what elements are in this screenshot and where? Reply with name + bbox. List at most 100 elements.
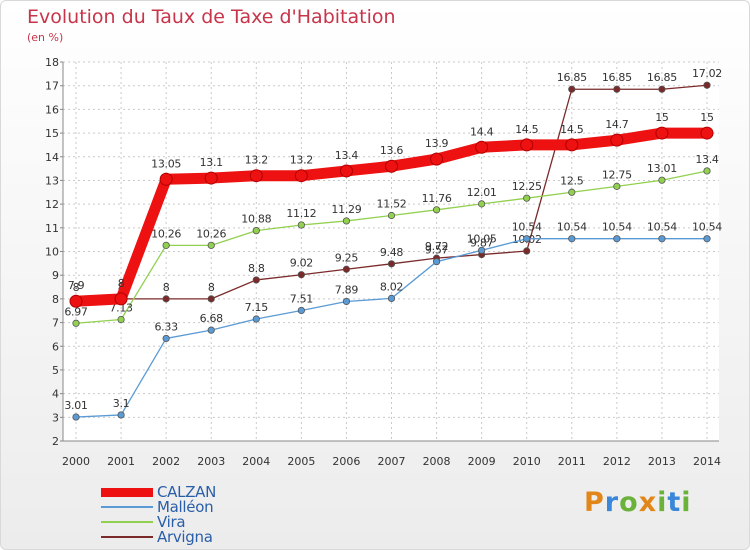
logo-letter: P bbox=[584, 487, 605, 518]
x-tick-label: 2003 bbox=[197, 455, 225, 468]
data-label: 8 bbox=[118, 277, 125, 290]
logo-letter: x bbox=[638, 487, 658, 518]
legend-swatch bbox=[101, 521, 153, 523]
legend-label: CALZAN bbox=[157, 483, 217, 501]
data-label: 9.48 bbox=[380, 246, 404, 259]
data-label: 9.02 bbox=[290, 257, 313, 270]
chart-unit: (en %) bbox=[27, 31, 64, 44]
data-point bbox=[703, 235, 711, 243]
data-label: 16.85 bbox=[557, 71, 587, 84]
x-tick-label: 2014 bbox=[693, 455, 721, 468]
data-point bbox=[475, 140, 489, 154]
data-label: 9.87 bbox=[470, 237, 494, 250]
y-tick-label: 8 bbox=[52, 293, 59, 306]
data-point bbox=[342, 217, 351, 225]
data-label: 16.85 bbox=[647, 71, 677, 84]
y-tick-label: 12 bbox=[45, 198, 59, 211]
data-label: 9.25 bbox=[335, 251, 359, 264]
data-label: 7.9 bbox=[68, 279, 85, 292]
y-tick-label: 2 bbox=[52, 435, 59, 448]
x-tick-label: 2012 bbox=[603, 455, 631, 468]
data-point bbox=[117, 315, 125, 324]
data-point bbox=[72, 319, 80, 327]
data-point bbox=[568, 188, 576, 196]
data-label: 7.15 bbox=[245, 301, 269, 314]
logo-letter: i bbox=[657, 487, 668, 518]
data-point bbox=[117, 411, 125, 419]
y-tick-label: 11 bbox=[45, 222, 59, 235]
data-label: 13.05 bbox=[151, 157, 181, 170]
data-point bbox=[297, 221, 305, 229]
y-tick-label: 7 bbox=[52, 317, 59, 330]
data-label: 14.7 bbox=[605, 118, 629, 131]
data-point bbox=[478, 200, 486, 208]
data-point bbox=[432, 206, 441, 214]
data-point bbox=[703, 167, 711, 175]
data-point bbox=[294, 169, 308, 183]
data-point bbox=[252, 227, 260, 235]
data-label: 14.4 bbox=[470, 125, 494, 138]
y-tick-label: 13 bbox=[45, 174, 59, 187]
legend-label: Vira bbox=[157, 513, 186, 531]
data-label: 6.68 bbox=[200, 312, 224, 325]
data-point bbox=[613, 182, 621, 190]
data-label: 14.5 bbox=[515, 123, 539, 136]
data-point bbox=[655, 126, 669, 140]
data-point bbox=[610, 133, 624, 147]
data-point bbox=[523, 235, 531, 243]
data-point bbox=[249, 169, 263, 183]
x-tick-label: 2001 bbox=[107, 455, 135, 468]
data-label: 11.52 bbox=[377, 197, 407, 210]
data-label: 12.75 bbox=[602, 168, 632, 181]
data-point bbox=[162, 334, 170, 343]
x-tick-label: 2006 bbox=[332, 455, 360, 468]
data-point bbox=[207, 241, 215, 249]
data-label: 13.2 bbox=[245, 154, 268, 167]
data-point bbox=[613, 85, 621, 93]
data-label: 13.2 bbox=[290, 154, 313, 167]
data-point bbox=[387, 211, 396, 220]
data-point bbox=[162, 295, 170, 303]
data-label: 15 bbox=[655, 111, 669, 124]
data-point bbox=[204, 171, 218, 185]
y-tick-label: 17 bbox=[45, 80, 59, 93]
data-label: 13.4 bbox=[695, 153, 719, 166]
x-tick-label: 2000 bbox=[62, 455, 90, 468]
data-point bbox=[700, 126, 714, 140]
data-label: 10.26 bbox=[151, 227, 181, 240]
legend-label: Malléon bbox=[157, 498, 214, 516]
series-arvigna: 88888.89.029.259.489.729.8710.0216.8516.… bbox=[72, 67, 722, 303]
data-label: 9.57 bbox=[425, 244, 449, 257]
legend-item: Malléon bbox=[101, 498, 301, 516]
data-label: 14.5 bbox=[560, 123, 584, 136]
data-point bbox=[478, 246, 486, 254]
data-label: 12.25 bbox=[512, 180, 542, 193]
series-vira: 6.97 7.13 10.26 10.26 10.88 11.12 11.29 11.52 11… bbox=[64, 153, 719, 327]
data-point bbox=[72, 413, 80, 421]
data-point bbox=[342, 265, 351, 273]
data-label: 10.54 bbox=[512, 221, 542, 234]
data-point bbox=[387, 294, 396, 303]
data-point bbox=[385, 159, 398, 173]
data-label: 8 bbox=[73, 281, 80, 294]
data-label: 11.12 bbox=[286, 207, 316, 220]
data-label: 13.01 bbox=[647, 162, 677, 175]
y-tick-label: 6 bbox=[52, 340, 59, 353]
data-label: 6.33 bbox=[154, 320, 178, 333]
x-tick-label: 2007 bbox=[378, 455, 406, 468]
data-point bbox=[658, 235, 666, 243]
data-label: 10.88 bbox=[241, 213, 271, 226]
data-point bbox=[69, 294, 83, 308]
data-point bbox=[523, 194, 531, 202]
x-tick-label: 2008 bbox=[423, 455, 451, 468]
data-label: 3.01 bbox=[64, 399, 87, 412]
y-tick-label: 10 bbox=[45, 246, 59, 259]
logo-letter: t bbox=[667, 487, 682, 518]
logo-letter: i bbox=[681, 487, 692, 518]
data-label: 17.02 bbox=[692, 67, 722, 80]
data-point bbox=[207, 326, 215, 334]
legend: CALZAN Malléon Vira Arvigna bbox=[101, 483, 301, 546]
logo-letter: r bbox=[604, 487, 620, 518]
data-label: 15 bbox=[700, 111, 714, 124]
data-label: 10.54 bbox=[692, 221, 722, 234]
